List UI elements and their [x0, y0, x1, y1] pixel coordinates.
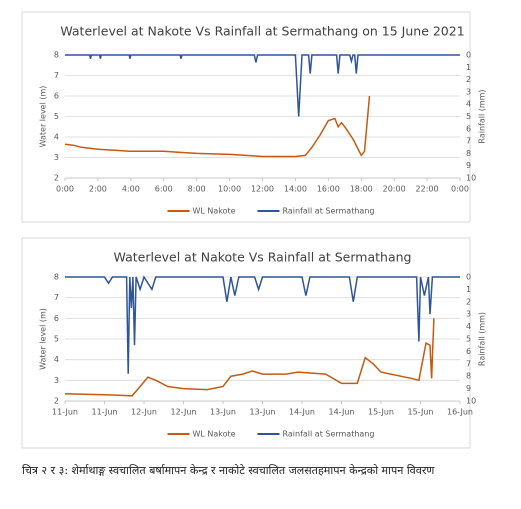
legend-label: WL Nakote: [193, 207, 236, 216]
y2-tick-label: 5: [466, 112, 471, 121]
y2-tick-label: 0: [466, 273, 471, 282]
chart-title: Waterlevel at Nakote Vs Rainfall at Serm…: [114, 250, 412, 265]
x-tick-label: 13-Jun: [210, 408, 236, 417]
chart-frame: [21, 11, 471, 223]
chart-title: Waterlevel at Nakote Vs Rainfall at Serm…: [60, 24, 464, 39]
x-tick-label: 8:00: [188, 185, 206, 194]
y-tick-label: 2: [54, 174, 59, 183]
y-tick-label: 3: [54, 376, 59, 385]
caption: चित्र २ र ३: शेर्माथाङ्ग स्वचालित बर्षाम…: [22, 464, 435, 477]
y-tick-label: 4: [54, 133, 59, 142]
y2-tick-label: 6: [466, 347, 471, 356]
data-line: [64, 95, 371, 158]
y2-tick-label: 4: [466, 100, 471, 109]
x-tick-label: 14:00: [284, 185, 307, 194]
legend-label: WL Nakote: [193, 430, 236, 439]
x-tick-label: 22:00: [416, 185, 439, 194]
y2-tick-label: 5: [466, 335, 471, 344]
x-tick-label: 6:00: [155, 185, 173, 194]
y2-tick-label: 8: [466, 372, 471, 381]
x-tick-label: 12-Jun: [131, 408, 157, 417]
chart-frame: [21, 237, 471, 449]
y-tick-label: 5: [54, 112, 59, 121]
x-tick-label: 11-Jun: [52, 408, 78, 417]
data-line: [65, 54, 460, 117]
y2-tick-label: 6: [466, 124, 471, 133]
x-tick-label: 15-Jun: [407, 408, 433, 417]
y-tick-label: 4: [54, 355, 59, 364]
y-tick-label: 7: [54, 71, 59, 80]
y-tick-label: 6: [54, 314, 59, 323]
x-tick-label: 20:00: [383, 185, 406, 194]
y2-tick-label: 8: [466, 149, 471, 158]
y-tick-label: 8: [54, 51, 59, 60]
y2-tick-label: 7: [466, 359, 471, 368]
y2-tick-label: 3: [466, 310, 471, 319]
legend-label: Rainfall at Sermathang: [283, 207, 375, 216]
x-tick-label: 14-Jun: [289, 408, 315, 417]
y2-tick-label: 4: [466, 322, 471, 331]
x-tick-label: 4:00: [122, 185, 140, 194]
x-tick-label: 10:00: [218, 185, 241, 194]
y2-tick-label: 9: [466, 384, 471, 393]
y-tick-label: 2: [54, 397, 59, 406]
y-tick-label: 3: [54, 153, 59, 162]
y2-tick-label: 1: [466, 285, 471, 294]
data-line: [65, 275, 460, 374]
x-tick-label: 12:00: [251, 185, 274, 194]
y2-tick-label: 9: [466, 161, 471, 170]
x-tick-label: 12-Jun: [170, 408, 196, 417]
x-tick-label: 16-Jun: [447, 408, 473, 417]
y-tick-label: 8: [54, 273, 59, 282]
y-axis-label: Water level (m): [39, 308, 48, 370]
y2-tick-label: 10: [466, 174, 476, 183]
x-tick-label: 11-Jun: [91, 408, 117, 417]
y2-tick-label: 1: [466, 63, 471, 72]
y-tick-label: 5: [54, 335, 59, 344]
x-tick-label: 0:00: [56, 185, 74, 194]
y-axis-label: Water level (m): [39, 86, 48, 148]
x-tick-label: 16:00: [317, 185, 340, 194]
y2-tick-label: 10: [466, 397, 476, 406]
y2-tick-label: 0: [466, 51, 471, 60]
y2-axis-label: Rainfall (mm): [478, 89, 487, 143]
data-line: [64, 318, 435, 397]
x-tick-label: 18:00: [350, 185, 373, 194]
legend-label: Rainfall at Sermathang: [283, 430, 375, 439]
x-tick-label: 2:00: [89, 185, 107, 194]
y-tick-label: 7: [54, 293, 59, 302]
x-tick-label: 0:00: [451, 185, 469, 194]
y2-tick-label: 7: [466, 137, 471, 146]
charts: Waterlevel at Nakote Vs Rainfall at Serm…: [21, 11, 487, 449]
y2-tick-label: 3: [466, 87, 471, 96]
y2-tick-label: 2: [466, 297, 471, 306]
y2-axis-label: Rainfall (mm): [478, 312, 487, 366]
y-tick-label: 6: [54, 92, 59, 101]
y2-tick-label: 2: [466, 75, 471, 84]
x-tick-label: 14-Jun: [328, 408, 354, 417]
x-tick-label: 13-Jun: [249, 408, 275, 417]
x-tick-label: 15-Jun: [368, 408, 394, 417]
